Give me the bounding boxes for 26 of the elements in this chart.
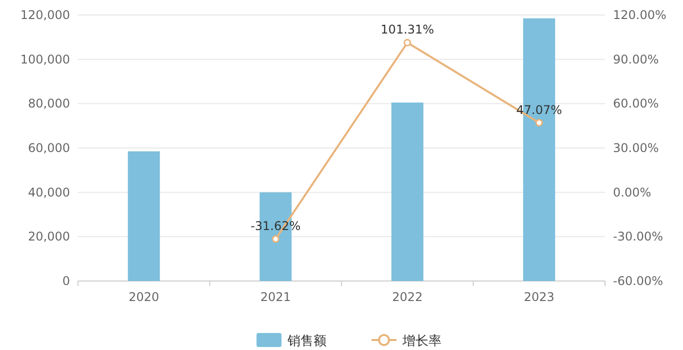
y2-tick-label: 90.00% [613, 52, 659, 66]
y2-tick-label: 0.00% [613, 185, 652, 200]
y2-tick-label: -30.00% [613, 230, 664, 244]
y-tick-label: 0 [62, 274, 70, 288]
y2-tick-label: 120.00% [613, 8, 666, 22]
y2-tick-label: 30.00% [613, 141, 659, 155]
legend-label: 销售额 [286, 334, 326, 349]
point [535, 119, 543, 127]
data-label: 101.31% [380, 22, 434, 37]
y-tick-label: 60,000 [28, 141, 70, 155]
y-tick-label: 20,000 [28, 230, 70, 244]
x-tick-label: 2023 [524, 290, 554, 304]
bar [128, 151, 160, 281]
y2-tick-label: 60.00% [613, 96, 659, 111]
point [272, 235, 280, 243]
point [404, 38, 412, 46]
y-tick-label: 80,000 [28, 96, 70, 111]
y2-tick-label: -60.00% [613, 274, 664, 288]
legend-label: 增长率 [402, 333, 442, 349]
y-tick-label: 100,000 [20, 52, 70, 66]
x-tick-label: 2022 [392, 290, 423, 304]
y-tick-label: 40,000 [28, 185, 70, 200]
x-tick-label: 2021 [260, 290, 291, 304]
bar [391, 102, 424, 281]
y-tick-label: 120,000 [20, 8, 70, 22]
x-tick-label: 2020 [128, 290, 160, 304]
